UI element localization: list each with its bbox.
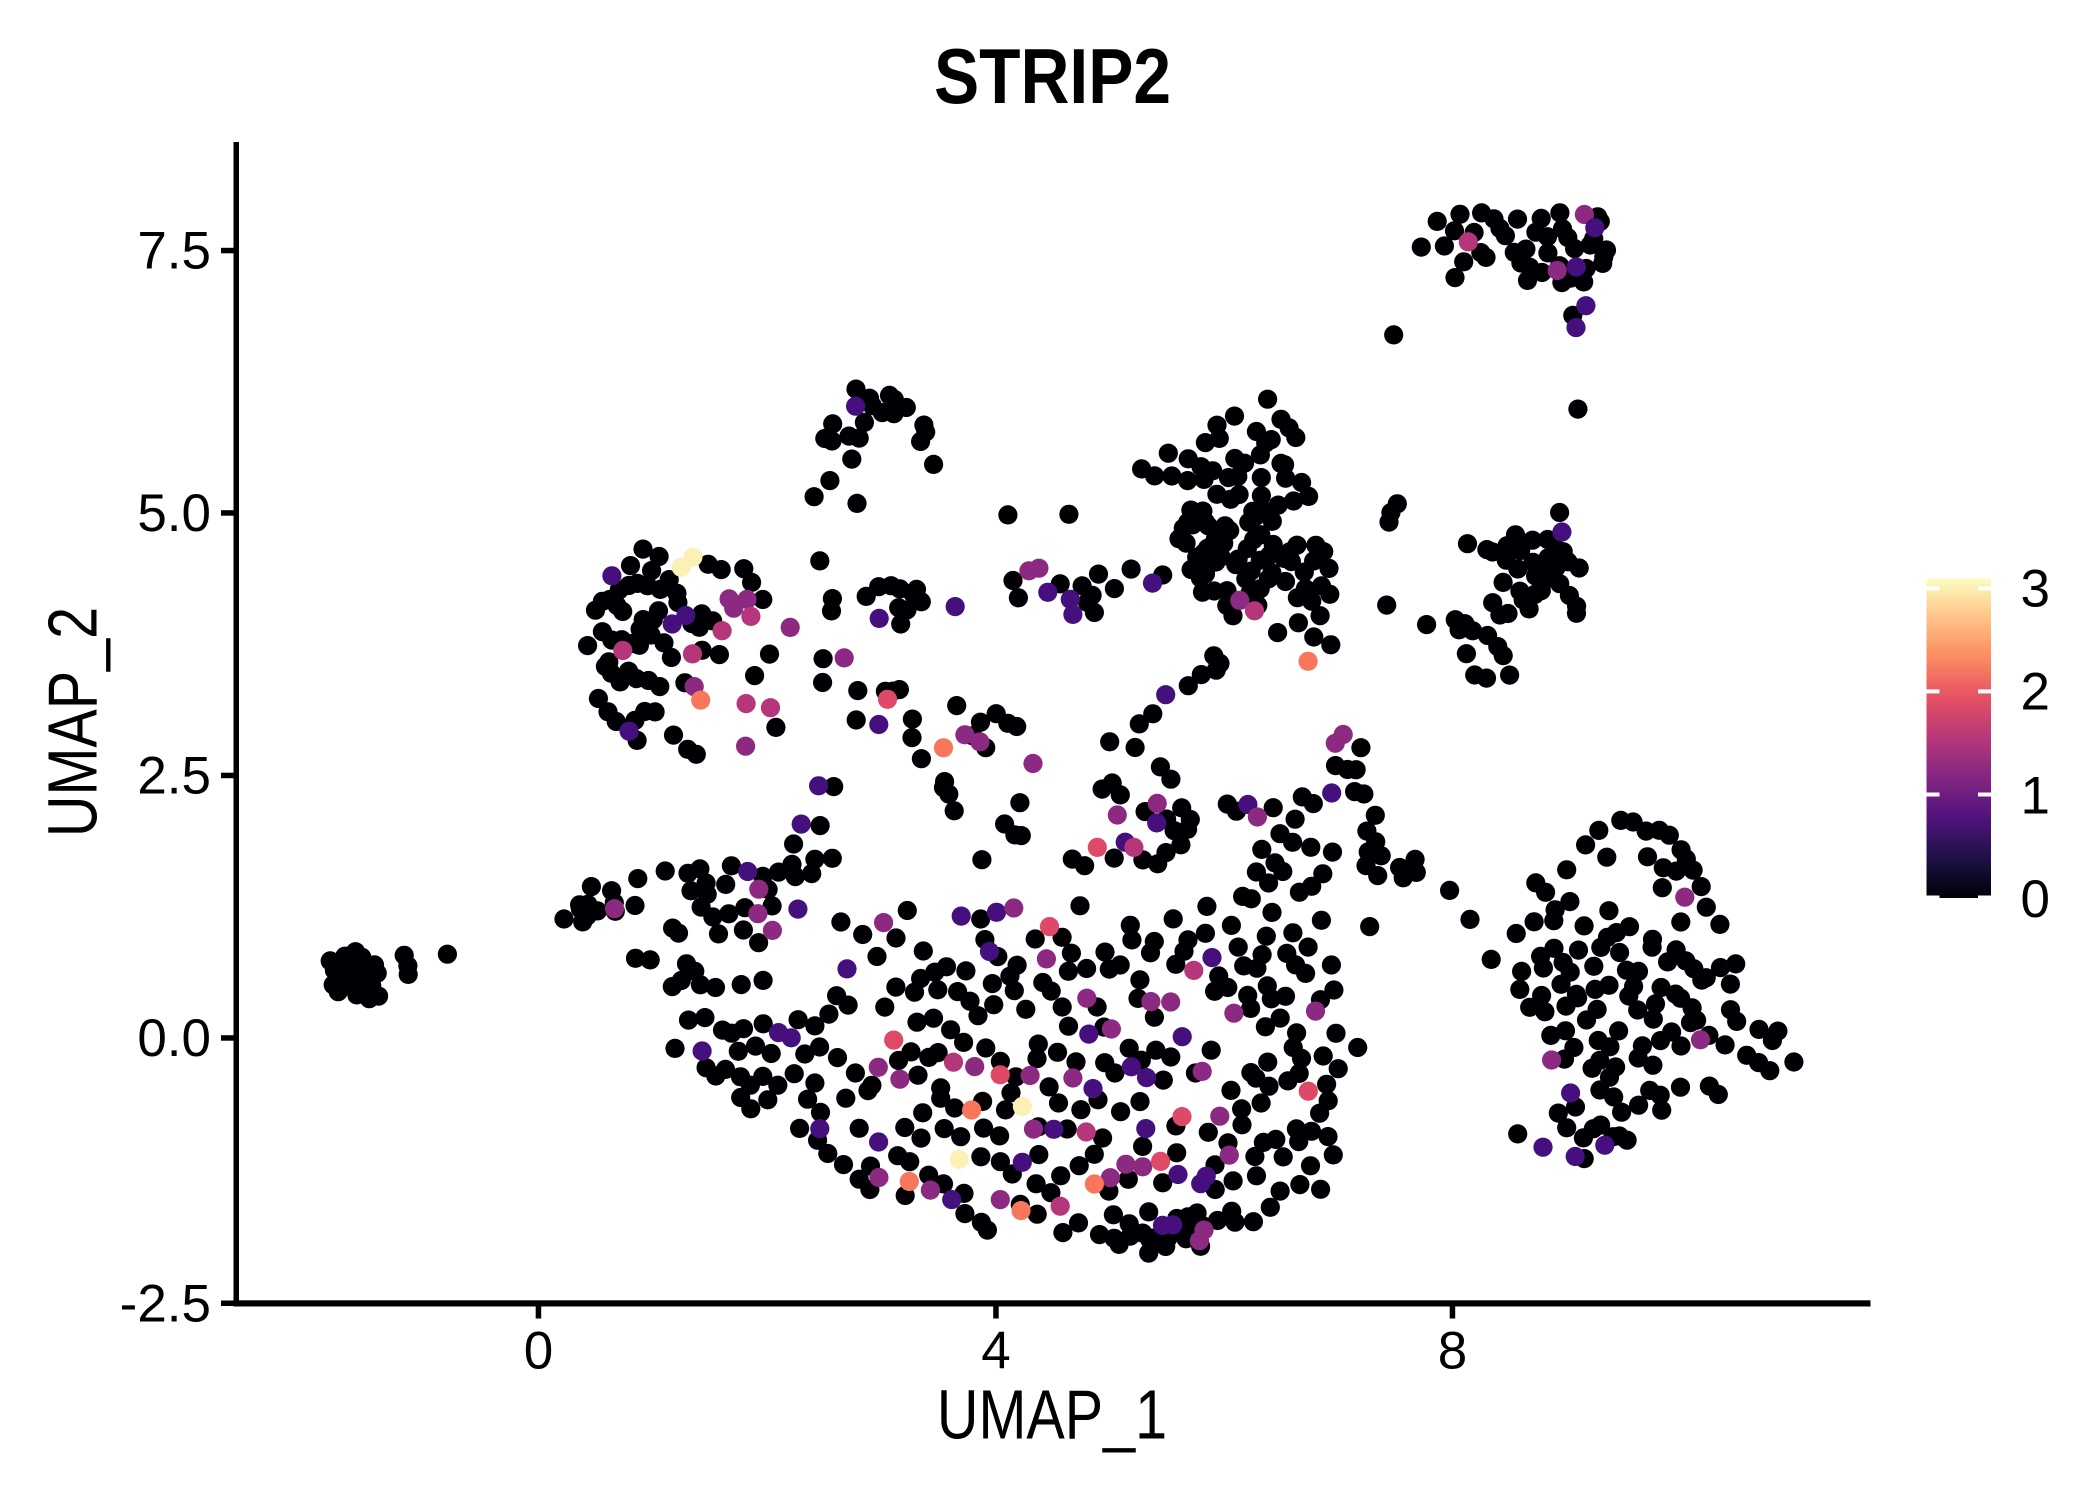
svg-text:7.5: 7.5 — [137, 222, 211, 281]
svg-text:3: 3 — [2021, 560, 2050, 619]
svg-text:2: 2 — [2021, 663, 2050, 722]
svg-text:8: 8 — [1438, 1322, 1467, 1381]
svg-text:0.0: 0.0 — [137, 1009, 211, 1068]
svg-text:STRIP2: STRIP2 — [934, 34, 1171, 121]
svg-text:1: 1 — [2021, 767, 2050, 826]
svg-text:4: 4 — [981, 1322, 1010, 1381]
svg-text:0: 0 — [2021, 870, 2050, 929]
svg-text:UMAP_1: UMAP_1 — [937, 1375, 1167, 1454]
svg-text:-2.5: -2.5 — [120, 1274, 211, 1333]
svg-text:2.5: 2.5 — [137, 747, 211, 806]
svg-text:0: 0 — [524, 1322, 553, 1381]
svg-text:UMAP_2: UMAP_2 — [33, 607, 112, 837]
svg-text:5.0: 5.0 — [137, 484, 211, 543]
